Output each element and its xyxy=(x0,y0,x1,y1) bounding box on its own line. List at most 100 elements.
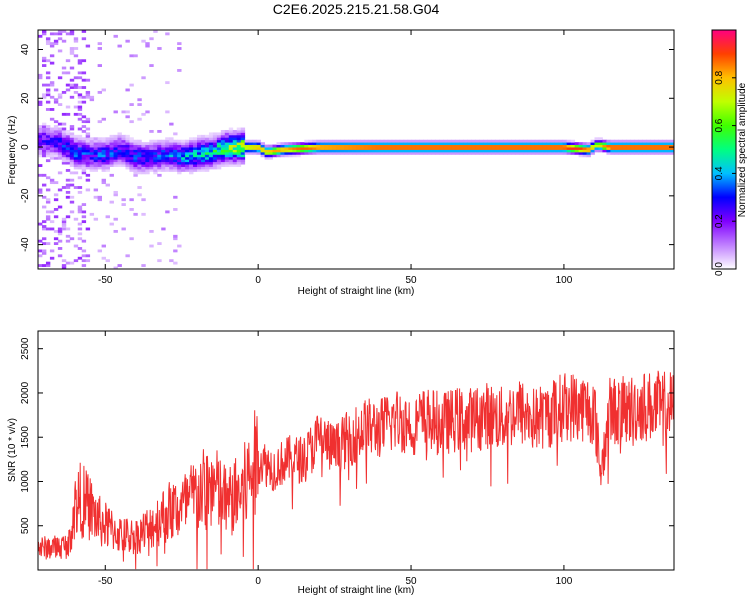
spectrogram-cell xyxy=(53,125,59,128)
spectrogram-cell xyxy=(149,229,154,233)
spectrogram-cell xyxy=(105,159,110,163)
spectrogram-cell xyxy=(173,149,178,153)
spectrogram-cell xyxy=(45,59,51,63)
spectrogram-cell xyxy=(463,149,468,153)
spectrogram-cell xyxy=(511,147,516,150)
spectrogram-cell xyxy=(602,139,607,143)
spectrogram-cell xyxy=(53,151,59,155)
spectrogram-cell xyxy=(113,139,118,143)
spectrogram-cell xyxy=(69,66,75,70)
spectrogram-cell xyxy=(304,149,309,153)
spectrogram-cell xyxy=(77,256,83,260)
spectrogram-cell xyxy=(197,142,202,146)
spectrogram-cell xyxy=(137,98,142,102)
spectrogram-cell xyxy=(181,159,186,163)
spectrogram-cell xyxy=(161,169,166,172)
spectrogram-cell xyxy=(89,166,95,170)
spectrogram-cell xyxy=(459,139,464,143)
spectrogram-cell xyxy=(407,144,413,148)
spectrogram-cell xyxy=(618,151,623,155)
spectrogram-cell xyxy=(145,147,150,150)
spectrogram-cell xyxy=(240,142,246,146)
spectrogram-y-label: Frequency (Hz) xyxy=(7,116,18,185)
spectrogram-cell xyxy=(256,149,262,153)
spectrogram-cell xyxy=(371,139,377,143)
spectrogram-cell xyxy=(276,149,281,153)
spectrogram-cell xyxy=(113,190,118,194)
spectrogram-cell xyxy=(77,232,83,236)
spectrogram-cell xyxy=(181,151,186,155)
spectrogram-cell xyxy=(181,161,186,165)
spectrogram-cell xyxy=(411,149,417,153)
spectrogram-cell xyxy=(129,208,134,211)
spectrogram-cell xyxy=(427,144,432,148)
spectrogram-cell xyxy=(447,139,452,143)
spectrogram-cell xyxy=(419,139,424,143)
spectrogram-cell xyxy=(125,137,130,141)
spectrogram-cell xyxy=(73,171,79,175)
spectrogram-cell xyxy=(582,142,587,146)
spectrogram-cell xyxy=(53,242,59,246)
x-tick-label: -50 xyxy=(98,275,113,286)
spectrogram-cell xyxy=(224,134,230,138)
spectrogram-cell xyxy=(65,227,71,231)
spectrogram-cell xyxy=(49,44,55,48)
spectrogram-cell xyxy=(53,149,59,153)
spectrogram-cell xyxy=(141,149,146,153)
spectrogram-cell xyxy=(57,93,63,97)
spectrogram-cell xyxy=(216,139,222,143)
spectrogram-cell xyxy=(141,169,146,172)
spectrogram-cell xyxy=(81,115,87,119)
spectrogram-cell xyxy=(546,139,552,143)
spectrogram-cell xyxy=(228,132,234,136)
spectrogram-cell xyxy=(200,161,206,165)
spectrogram-cell xyxy=(626,144,631,148)
spectrogram-cell xyxy=(57,122,63,126)
snr-x-label: Height of straight line (km) xyxy=(298,585,415,596)
spectrogram-cell xyxy=(113,161,118,165)
spectrogram-cell xyxy=(113,149,118,153)
spectrogram-cell xyxy=(204,154,210,158)
spectrogram-cell xyxy=(534,142,540,146)
spectrogram-cell xyxy=(348,149,353,153)
spectrogram-cell xyxy=(240,139,246,143)
spectrogram-cell xyxy=(49,227,55,231)
spectrogram-cell xyxy=(157,129,162,133)
spectrogram-cell xyxy=(240,134,246,138)
spectrogram-cell xyxy=(169,144,174,148)
spectrogram-cell xyxy=(57,127,63,131)
spectrogram-cell xyxy=(149,154,154,158)
spectrogram-cell xyxy=(471,142,476,146)
spectrogram-cell xyxy=(129,237,134,241)
spectrogram-cell xyxy=(49,134,55,138)
spectrogram-cell xyxy=(236,164,242,167)
spectrogram-cell xyxy=(73,86,79,89)
spectrogram-cell xyxy=(260,149,265,153)
spectrogram-cell xyxy=(566,139,572,143)
spectrogram-cell xyxy=(125,134,130,138)
spectrogram-cell xyxy=(602,144,607,148)
spectrogram-cell xyxy=(125,115,130,119)
spectrogram-cell xyxy=(216,142,222,146)
spectrogram-cell xyxy=(49,210,55,214)
spectrogram-cell xyxy=(85,156,91,160)
spectrogram-cell xyxy=(483,151,488,155)
spectrogram-cell xyxy=(93,149,99,153)
spectrogram-cell xyxy=(49,147,55,150)
spectrogram-cell xyxy=(77,142,83,146)
spectrogram-cells xyxy=(38,30,675,270)
spectrogram-cell xyxy=(61,222,67,226)
spectrogram-cell xyxy=(69,86,75,89)
spectrogram-cell xyxy=(61,151,67,155)
spectrogram-cell xyxy=(292,142,297,146)
spectrogram-cell xyxy=(582,151,587,155)
spectrogram-cell xyxy=(113,144,118,148)
spectrogram-cell xyxy=(109,149,114,153)
spectrogram-cell xyxy=(300,149,305,153)
spectrogram-cell xyxy=(320,149,325,153)
spectrogram-cell xyxy=(65,159,71,163)
spectrogram-cell xyxy=(61,66,67,70)
spectrogram-cell xyxy=(53,181,59,185)
spectrogram-cell xyxy=(69,147,75,150)
spectrogram-cell xyxy=(169,259,174,263)
